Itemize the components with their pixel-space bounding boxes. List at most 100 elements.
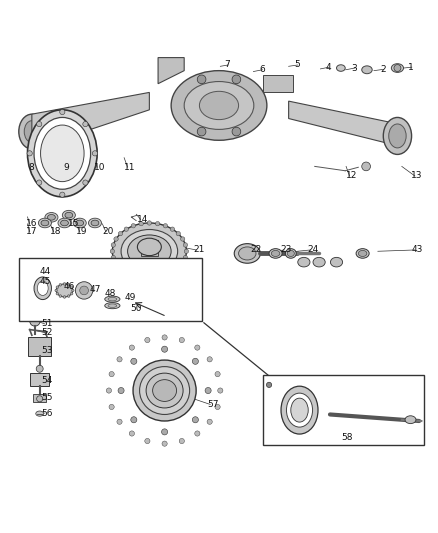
Circle shape [394, 64, 401, 71]
Circle shape [83, 122, 88, 127]
Circle shape [83, 180, 88, 185]
Ellipse shape [140, 367, 190, 415]
Circle shape [179, 439, 184, 443]
Circle shape [192, 417, 198, 423]
Circle shape [117, 357, 122, 362]
Circle shape [197, 127, 206, 136]
Ellipse shape [362, 66, 372, 74]
Text: 58: 58 [342, 433, 353, 442]
Circle shape [170, 271, 175, 276]
Circle shape [71, 293, 73, 295]
Text: 55: 55 [42, 393, 53, 402]
Circle shape [139, 222, 143, 226]
Text: 50: 50 [131, 304, 142, 313]
Circle shape [36, 365, 43, 372]
Text: 16: 16 [26, 220, 38, 228]
Ellipse shape [199, 91, 239, 119]
Ellipse shape [108, 297, 117, 301]
Circle shape [207, 419, 212, 424]
Ellipse shape [271, 251, 280, 256]
Circle shape [129, 431, 134, 436]
Circle shape [192, 358, 198, 365]
Circle shape [162, 429, 168, 435]
Ellipse shape [34, 277, 51, 300]
FancyBboxPatch shape [19, 258, 201, 321]
Ellipse shape [152, 379, 177, 401]
Circle shape [180, 261, 185, 266]
Polygon shape [158, 58, 184, 84]
Circle shape [55, 289, 57, 292]
Ellipse shape [281, 386, 318, 434]
Ellipse shape [19, 114, 45, 149]
Circle shape [110, 249, 115, 254]
Ellipse shape [28, 110, 97, 197]
Ellipse shape [65, 212, 73, 218]
Ellipse shape [146, 373, 183, 408]
Circle shape [63, 282, 66, 285]
Circle shape [75, 282, 93, 299]
Text: 54: 54 [42, 376, 53, 385]
Text: 7: 7 [225, 60, 230, 69]
Circle shape [163, 224, 168, 228]
Ellipse shape [171, 71, 267, 140]
Text: 47: 47 [89, 285, 101, 294]
Ellipse shape [73, 218, 86, 228]
Polygon shape [289, 101, 393, 144]
Ellipse shape [113, 223, 186, 279]
Text: 5: 5 [294, 60, 300, 69]
Ellipse shape [287, 251, 294, 256]
Bar [262, 75, 293, 92]
Ellipse shape [47, 214, 55, 220]
Circle shape [170, 227, 175, 231]
Ellipse shape [391, 63, 403, 72]
Text: 11: 11 [124, 163, 136, 172]
Circle shape [118, 387, 124, 393]
Text: 52: 52 [42, 328, 53, 337]
Ellipse shape [121, 230, 178, 273]
Circle shape [195, 431, 200, 436]
Circle shape [180, 237, 185, 241]
Ellipse shape [41, 125, 84, 182]
Ellipse shape [383, 117, 412, 155]
Circle shape [207, 357, 212, 362]
Circle shape [183, 243, 187, 247]
Circle shape [60, 109, 65, 115]
Text: 49: 49 [124, 293, 135, 302]
Ellipse shape [184, 82, 254, 130]
Circle shape [124, 271, 128, 276]
Circle shape [176, 266, 180, 271]
Ellipse shape [336, 65, 345, 71]
Text: 48: 48 [105, 289, 116, 298]
Circle shape [111, 255, 116, 260]
Circle shape [162, 441, 167, 446]
Text: 10: 10 [94, 163, 105, 172]
Text: 45: 45 [39, 277, 51, 286]
Circle shape [118, 231, 123, 236]
Ellipse shape [56, 284, 73, 297]
Circle shape [92, 151, 98, 156]
Ellipse shape [108, 304, 117, 308]
Circle shape [147, 221, 152, 225]
Circle shape [27, 151, 32, 156]
Text: 21: 21 [193, 246, 204, 254]
Circle shape [139, 277, 143, 281]
Ellipse shape [58, 218, 71, 228]
Ellipse shape [76, 220, 84, 226]
Text: 44: 44 [39, 267, 50, 276]
Ellipse shape [286, 249, 296, 258]
Circle shape [71, 289, 74, 292]
Circle shape [131, 224, 135, 228]
Ellipse shape [88, 218, 102, 228]
Text: 17: 17 [26, 227, 38, 236]
Circle shape [183, 255, 187, 260]
Circle shape [155, 222, 160, 226]
Circle shape [131, 274, 135, 279]
Circle shape [67, 295, 70, 297]
Text: 56: 56 [42, 409, 53, 418]
Ellipse shape [62, 211, 75, 220]
Ellipse shape [24, 120, 39, 142]
Circle shape [59, 284, 62, 286]
Circle shape [37, 180, 42, 185]
Circle shape [109, 405, 114, 409]
FancyBboxPatch shape [262, 375, 424, 445]
